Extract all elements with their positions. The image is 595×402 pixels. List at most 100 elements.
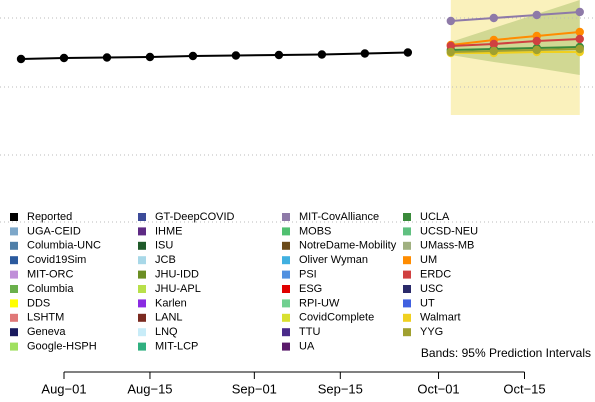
legend-swatch <box>403 227 411 236</box>
legend-label: JCB <box>155 254 176 266</box>
legend-swatch <box>10 270 18 279</box>
annotation: Bands: 95% Prediction Intervals <box>421 346 591 360</box>
point <box>231 51 241 60</box>
legend-swatch <box>282 270 290 279</box>
series-line <box>450 38 580 47</box>
point <box>489 39 498 49</box>
point <box>360 49 370 58</box>
point <box>16 54 26 64</box>
point <box>532 10 541 20</box>
legend-swatch <box>403 328 411 337</box>
legend-swatch <box>10 285 18 293</box>
legend-swatch <box>282 213 290 221</box>
legend-swatch <box>282 285 290 293</box>
legend-label: ISU <box>155 240 173 252</box>
legend-label: MOBS <box>299 225 331 237</box>
point <box>489 13 498 23</box>
x-tick-label: Aug−01 <box>41 381 86 396</box>
legend-label: ERDC <box>420 269 451 281</box>
point <box>532 36 541 46</box>
legend-label: RPI-UW <box>299 297 340 309</box>
legend-label: NotreDame-Mobility <box>299 240 397 252</box>
legend-label: Walmart <box>420 312 461 324</box>
legend-label: Reported <box>27 211 72 223</box>
legend-swatch <box>138 342 146 351</box>
legend-label: USC <box>420 283 443 295</box>
point <box>575 34 584 44</box>
legend-label: JHU-APL <box>155 283 201 295</box>
legend-swatch <box>403 213 411 221</box>
legend-swatch <box>10 328 18 337</box>
point <box>575 7 584 17</box>
point <box>446 16 456 26</box>
legend-label: LANL <box>155 312 183 324</box>
legend-label: MIT-LCP <box>155 341 198 353</box>
series-line <box>450 46 580 51</box>
series-line <box>450 48 580 53</box>
point <box>575 27 584 37</box>
legend-label: UGA-CEID <box>27 225 81 237</box>
legend-swatch <box>10 313 18 322</box>
series-line <box>20 51 408 60</box>
legend-label: UA <box>299 341 315 353</box>
legend-swatch <box>10 342 18 351</box>
legend-label: Oliver Wyman <box>299 254 368 266</box>
legend-label: UCLA <box>420 211 450 223</box>
legend-swatch <box>403 270 411 279</box>
legend-swatch <box>10 241 18 250</box>
point <box>446 47 456 57</box>
x-axis: Aug−01 Aug−15 Sep−01 Sep−15 Oct−01 Oct−15 <box>41 371 546 396</box>
legend-label: JHU-IDD <box>155 269 199 281</box>
series-line <box>450 31 580 46</box>
legend-swatch <box>10 213 18 221</box>
point <box>575 44 584 54</box>
legend-swatch <box>138 313 146 322</box>
legend-swatch <box>10 227 18 236</box>
x-tick-label: Aug−15 <box>127 381 172 396</box>
legend-swatch <box>282 241 290 250</box>
legend-label: Columbia-UNC <box>27 240 101 252</box>
legend-label: GT-DeepCOVID <box>155 211 235 223</box>
legend-label: Geneva <box>27 326 66 338</box>
legend-label: DDS <box>27 297 50 309</box>
point <box>317 50 327 59</box>
legend-swatch <box>282 342 290 351</box>
legend-label: TTU <box>299 326 320 338</box>
legend-swatch <box>403 313 411 322</box>
legend-label: LSHTM <box>27 312 64 324</box>
legend-label: CovidComplete <box>299 312 374 324</box>
legend: Reported UGA-CEID Columbia-UNC Covid19Sim MI… <box>10 211 478 353</box>
legend-swatch <box>282 299 290 308</box>
legend-label: UM <box>420 254 437 266</box>
legend-label: Google-HSPH <box>27 341 97 353</box>
point <box>59 53 69 63</box>
point <box>145 52 155 62</box>
legend-swatch <box>403 285 411 293</box>
legend-label: Karlen <box>155 297 187 309</box>
legend-label: MIT-CovAlliance <box>299 211 379 223</box>
series-line <box>450 11 580 22</box>
legend-swatch <box>403 241 411 250</box>
legend-swatch <box>403 256 411 265</box>
x-tick-label: Sep−01 <box>232 381 277 396</box>
legend-label: UMass-MB <box>420 240 474 252</box>
lines <box>16 7 584 64</box>
legend-swatch <box>138 241 146 250</box>
legend-label: UT <box>420 297 435 309</box>
point <box>489 46 498 56</box>
legend-label: Columbia <box>27 283 74 295</box>
legend-label: Covid19Sim <box>27 254 86 266</box>
legend-swatch <box>403 299 411 308</box>
series-line <box>450 51 580 54</box>
legend-swatch <box>138 299 146 308</box>
legend-swatch <box>282 313 290 322</box>
legend-swatch <box>282 227 290 236</box>
legend-swatch <box>138 270 146 279</box>
point <box>188 51 198 61</box>
point <box>446 41 456 51</box>
legend-label: IHME <box>155 225 183 237</box>
legend-swatch <box>282 328 290 337</box>
legend-swatch <box>282 256 290 265</box>
x-tick-label: Sep−15 <box>318 381 363 396</box>
